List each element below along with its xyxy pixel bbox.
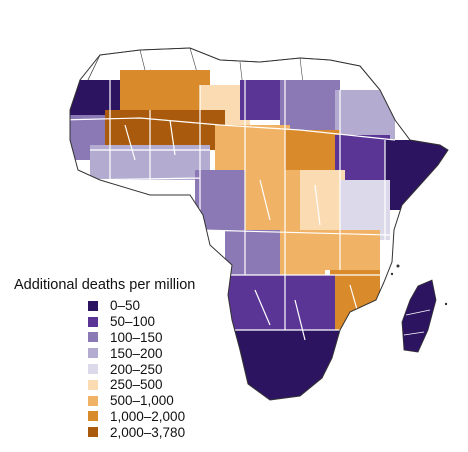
legend-label: 2,000–3,780: [110, 424, 186, 440]
region-gabon-congo: [195, 170, 250, 230]
legend-item: 250–500: [88, 377, 234, 393]
legend-swatch: [88, 348, 98, 359]
legend-label: 200–250: [110, 361, 163, 377]
legend-label: 100–150: [110, 329, 163, 345]
region-tanzania: [320, 230, 380, 270]
region-somalia: [385, 140, 448, 210]
legend-label: 0–50: [110, 298, 141, 314]
legend-item: 50–100: [88, 314, 234, 330]
region-namibia-botswana: [225, 275, 335, 335]
island-dot: [390, 272, 394, 276]
legend-list: 0–50 50–100 100–150 150–200 200–250 250–500 50…: [14, 298, 234, 440]
legend-swatch: [88, 379, 98, 390]
legend-swatch: [88, 300, 98, 311]
africa-outline: [69, 47, 449, 401]
legend-swatch: [88, 427, 98, 438]
map-legend: Additional deaths per million 0–50 50–100…: [14, 276, 234, 440]
madagascar-borders: [403, 309, 431, 336]
legend-label: 1,000–2,000: [110, 408, 186, 424]
legend-swatch: [88, 332, 98, 343]
island-dot: [444, 302, 448, 306]
legend-label: 150–200: [110, 345, 163, 361]
legend-item: 100–150: [88, 330, 234, 346]
legend-item: 500–1,000: [88, 393, 234, 409]
legend-title: Additional deaths per million: [14, 277, 196, 293]
internal-borders: [70, 80, 396, 341]
region-angola: [225, 230, 285, 275]
region-central-north: [215, 125, 290, 170]
legend-item: 200–250: [88, 361, 234, 377]
region-east-horn: [335, 90, 395, 140]
legend-item: 150–200: [88, 345, 234, 361]
region-zambia: [280, 230, 325, 280]
region-nigeria-north: [105, 110, 225, 150]
legend-swatch: [88, 364, 98, 375]
legend-item: 0–50: [88, 298, 234, 314]
legend-swatch: [88, 395, 98, 406]
legend-label: 500–1,000: [110, 393, 174, 409]
region-drc-east: [300, 170, 345, 230]
legend-label: 250–500: [110, 377, 163, 393]
legend-swatch: [88, 411, 98, 422]
legend-swatch: [88, 316, 98, 327]
legend-item: 1,000–2,000: [88, 409, 234, 425]
region-drc-west: [245, 170, 305, 230]
region-sudan-west: [240, 80, 280, 120]
island-dot: [396, 264, 400, 268]
legend-label: 50–100: [110, 314, 156, 330]
madagascar: [401, 279, 437, 353]
legend-item: 2,000–3,780: [88, 424, 234, 440]
region-south-sudan: [285, 130, 340, 170]
